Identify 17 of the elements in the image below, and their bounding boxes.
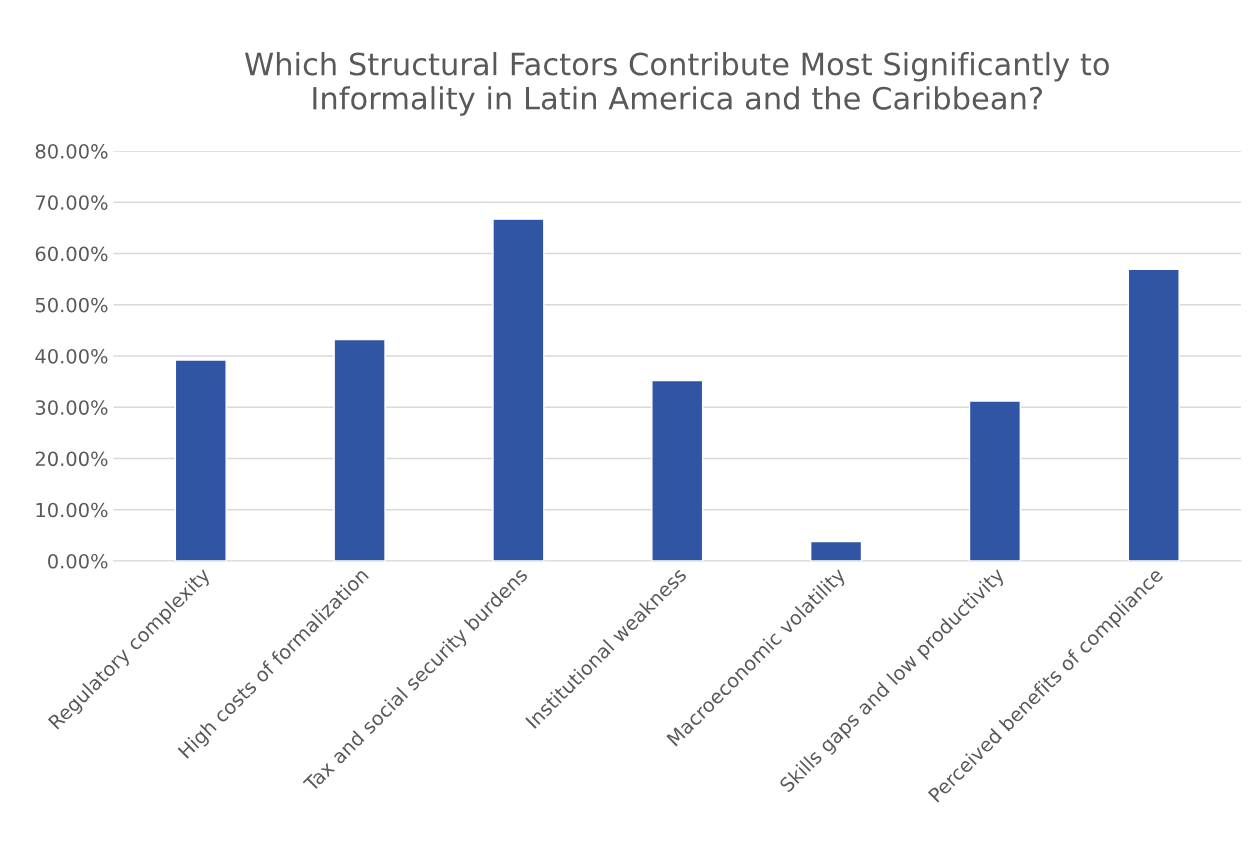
y-tick-label: 0.00% — [48, 553, 108, 569]
y-tick-label: 20.00% — [35, 451, 108, 467]
y-tick-label: 10.00% — [36, 502, 108, 518]
bar — [1127, 268, 1180, 561]
bar — [809, 540, 863, 561]
bar — [492, 218, 545, 561]
bar — [651, 379, 704, 561]
y-tick-label: 60.00% — [35, 246, 108, 262]
bar — [333, 338, 386, 561]
y-tick-label: 80.00% — [35, 143, 108, 159]
bar — [174, 359, 227, 561]
bar — [968, 400, 1022, 561]
chart-title: Which Structural Factors Contribute Most Significantly to Informality in Latin America and the Caribbean? — [244, 51, 1109, 116]
y-tick-label: 70.00% — [35, 195, 108, 210]
y-tick-label: 40.00% — [35, 348, 108, 364]
y-tick-label: 50.00% — [35, 297, 108, 313]
y-tick-label: 30.00% — [35, 400, 108, 415]
